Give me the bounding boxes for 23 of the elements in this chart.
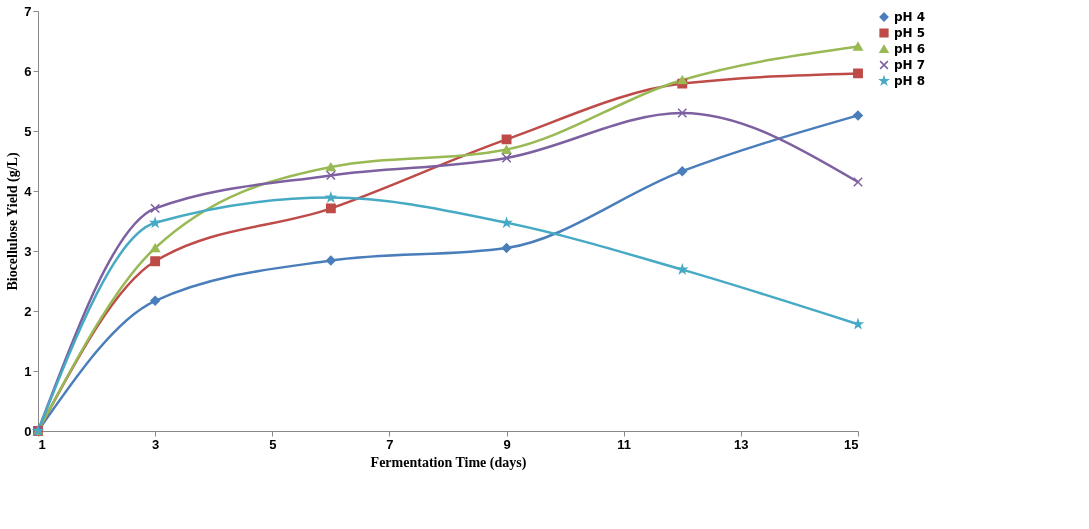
legend-label: pH 8 [894,74,926,88]
x-axis-title: Fermentation Time (days) [370,454,527,471]
y-tick-label: 3 [24,243,32,259]
x-tick-label: 7 [386,436,394,452]
y-tick-label: 0 [24,423,32,439]
legend-label: pH 6 [894,42,926,56]
y-tick-label: 5 [24,123,32,139]
x-tick-label: 3 [152,436,160,452]
x-tick-label: 11 [617,436,632,452]
y-tick-label: 1 [24,363,32,379]
x-tick-label: 13 [734,436,749,452]
y-tick-label: 2 [24,303,32,319]
y-tick-label: 4 [24,183,33,199]
y-axis-title: Biocellulose Yield (g/L) [5,152,22,291]
legend-label: pH 7 [894,58,926,72]
y-tick-label: 6 [24,63,32,79]
x-tick-label: 5 [269,436,277,452]
x-tick-label: 15 [844,436,859,452]
x-tick-label: 1 [38,436,46,452]
legend-label: pH 5 [894,26,926,40]
legend-label: pH 4 [894,10,926,24]
y-tick-label: 7 [24,3,32,19]
x-tick-label: 9 [503,436,511,452]
